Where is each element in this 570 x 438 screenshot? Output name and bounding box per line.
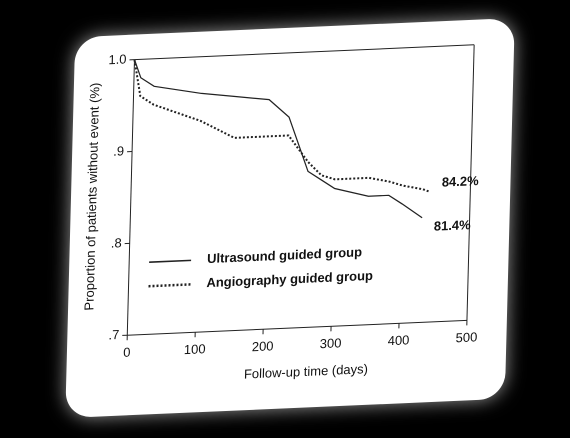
y-axis-label: Proportion of patients without event (%) [81, 82, 102, 310]
legend-swatch [148, 283, 191, 288]
end-annotation: 81.4% [434, 217, 472, 234]
x-tick-label: 0 [123, 345, 131, 360]
end-annotation: 84.2% [442, 173, 480, 190]
y-axis [126, 59, 135, 336]
card: Follow-up time (days) Proportion of pati… [65, 18, 515, 418]
series-line [133, 59, 423, 219]
y-tick-label: .7 [108, 327, 119, 342]
y-tick-label: 1.0 [108, 51, 126, 67]
chart: Follow-up time (days) Proportion of pati… [81, 44, 480, 382]
top-border [134, 44, 475, 61]
x-tick-label: 200 [252, 338, 274, 354]
y-tick-label: .8 [111, 235, 122, 250]
x-axis-label: Follow-up time (days) [244, 361, 368, 381]
x-axis [127, 319, 467, 336]
x-tick-label: 400 [388, 332, 410, 348]
right-border [466, 44, 475, 321]
legend-label: Angiography guided group [206, 268, 373, 290]
series-line [133, 59, 430, 193]
x-tick-label: 300 [320, 335, 342, 351]
legend-label: Ultrasound guided group [207, 244, 362, 266]
x-tick-label: 100 [184, 341, 206, 357]
y-tick-label: .9 [113, 143, 124, 158]
x-tick-label: 500 [455, 329, 477, 345]
legend-swatch [149, 259, 192, 263]
